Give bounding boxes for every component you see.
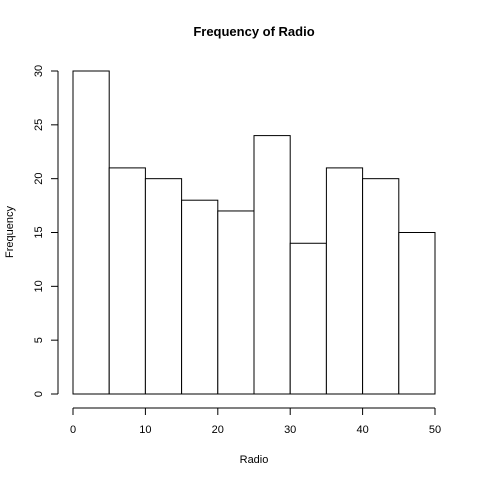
bar-10-15: [144, 178, 183, 395]
chart-title: Frequency of Radio: [193, 24, 314, 39]
bar-25-30: [253, 135, 291, 395]
y-tick-label-30: 30: [33, 65, 45, 77]
y-tick-label-0: 0: [33, 391, 45, 397]
y-tick-label-25: 25: [33, 119, 45, 131]
x-tick-label-50: 50: [429, 424, 441, 436]
bar-0-5: [72, 70, 110, 395]
y-axis-label: Frequency: [4, 206, 16, 258]
y-tick-label-5: 5: [33, 337, 45, 343]
x-tick-label-20: 20: [212, 424, 224, 436]
bars-group: [72, 70, 436, 395]
y-tick-label-10: 10: [33, 280, 45, 292]
x-axis: 0 10 20 30 40 50: [70, 407, 441, 436]
bar-45-50: [398, 232, 436, 395]
x-tick-label-0: 0: [70, 424, 76, 436]
x-tick-label-40: 40: [356, 424, 368, 436]
bar-35-40: [325, 167, 364, 395]
bar-20-25: [217, 210, 255, 395]
bar-5-10: [108, 167, 146, 395]
bar-30-35: [289, 242, 327, 395]
y-tick-label-15: 15: [33, 226, 45, 238]
bar-40-45: [362, 178, 400, 395]
bar-15-20: [181, 199, 219, 395]
y-axis: 0 5 10 15 20 25 30: [33, 65, 59, 397]
x-tick-label-10: 10: [139, 424, 151, 436]
x-axis-label: Radio: [240, 454, 269, 466]
y-tick-label-20: 20: [33, 173, 45, 185]
x-tick-label-30: 30: [284, 424, 296, 436]
